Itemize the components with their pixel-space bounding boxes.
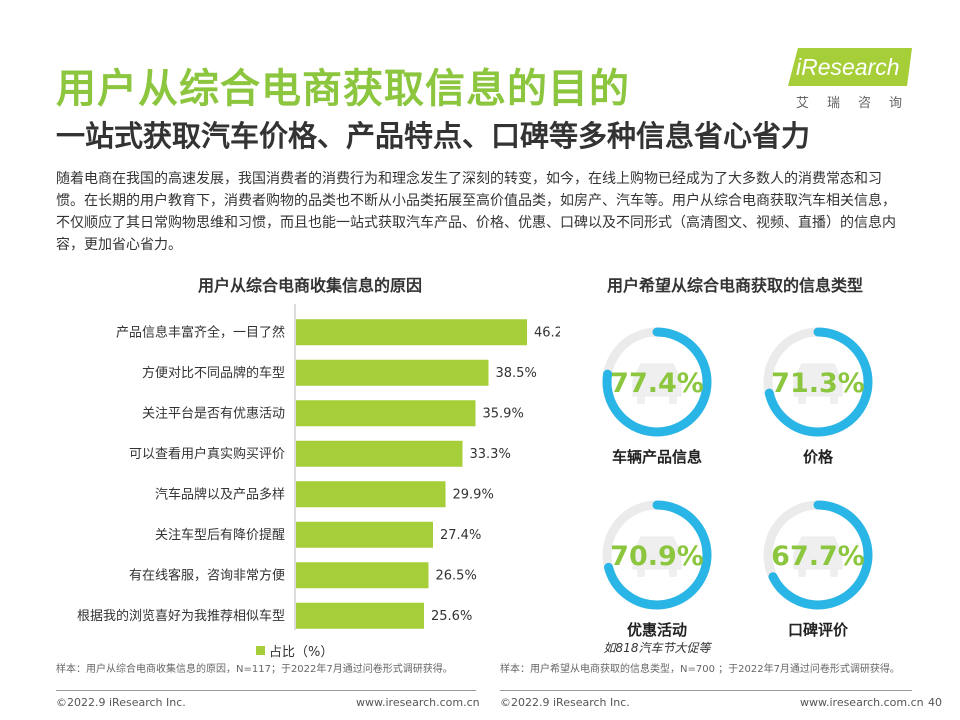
bar-chart-legend: 占比（%） (256, 641, 333, 660)
legend-label: 占比（%） (269, 645, 334, 660)
bar (296, 562, 429, 589)
ring-value-label: 67.7% (771, 541, 865, 572)
footer-url-left: www.iresearch.com.cn (356, 696, 480, 709)
logo-text: iResearch (796, 54, 900, 80)
bar-category-label: 方便对比不同品牌的车型 (142, 365, 285, 381)
bar-category-label: 关注平台是否有优惠活动 (142, 406, 285, 421)
ring-value-label: 77.4% (610, 368, 704, 399)
car-icon (632, 536, 682, 577)
bar-value-label: 38.5% (496, 366, 537, 381)
ring-category-label: 口碑评价 (788, 621, 849, 639)
bar (296, 602, 424, 629)
page-subtitle: 一站式获取汽车价格、产品特点、口碑等多种信息省心省力 (56, 119, 811, 153)
bar-value-label: 25.6% (431, 609, 472, 624)
footer-divider-right (500, 690, 912, 691)
car-icon (793, 536, 843, 577)
car-icon (793, 363, 843, 404)
bar-value-label: 27.4% (440, 528, 481, 543)
ring-value-label: 70.9% (610, 541, 704, 572)
bar-chart-title: 用户从综合电商收集信息的原因 (197, 276, 422, 295)
ring-item: 77.4% 车辆产品信息 (602, 327, 712, 466)
bar-value-label: 46.2% (534, 325, 560, 340)
ring-arc (763, 500, 873, 610)
bar-value-label: 33.3% (470, 447, 511, 462)
bar-category-label: 关注车型后有降价提醒 (155, 527, 285, 543)
logo-subtext: 艾瑞咨询 (796, 96, 921, 111)
ring-item: 71.3% 价格 (763, 327, 873, 466)
ring-chart-title: 用户希望从综合电商获取的信息类型 (606, 276, 863, 295)
intro-paragraph: 随着电商在我国的高速发展，我国消费者的消费行为和理念发生了深刻的转变，如今，在线… (56, 171, 896, 253)
bar (296, 440, 463, 467)
bar-value-label: 29.9% (453, 487, 494, 502)
ring-item: 67.7% 口碑评价 (763, 500, 873, 639)
ring-category-label: 价格 (803, 448, 834, 466)
ring-arc (763, 327, 873, 437)
bar-category-label: 汽车品牌以及产品多样 (155, 486, 285, 502)
bar (296, 400, 476, 427)
sample-note-left: 样本：用户从综合电商收集信息的原因，N=117；于2022年7月通过问卷形式调研… (56, 664, 453, 675)
bar-value-label: 26.5% (436, 568, 477, 583)
bar (296, 481, 446, 508)
bar-value-label: 35.9% (483, 406, 524, 421)
ring-value-label: 71.3% (771, 368, 865, 399)
page-number: 40 (928, 696, 942, 709)
ring-arc (602, 327, 712, 437)
bar-chart: 产品信息丰富齐全，一目了然 46.2% 方便对比不同品牌的车型 38.5% 关注平台是否… (77, 304, 560, 630)
footer-copyright-right: ©2022.9 iResearch Inc. (500, 696, 630, 709)
bar-category-label: 根据我的浏览喜好为我推荐相似车型 (77, 608, 285, 624)
ring-caption: 如818汽车节大促等 (604, 641, 713, 655)
page-title: 用户从综合电商获取信息的目的 (56, 66, 630, 112)
bar-category-label: 有在线客服，咨询非常方便 (129, 567, 285, 583)
bar-category-label: 可以查看用户真实购买评价 (129, 446, 285, 462)
bar (296, 319, 527, 346)
car-icon (632, 363, 682, 404)
bar (296, 359, 489, 386)
legend-swatch (256, 646, 265, 655)
logo-background (788, 48, 912, 86)
bar (296, 521, 433, 548)
sample-note-right: 样本：用户希望从电商获取的信息类型，N=700 ；于2022年7月通过问卷形式调… (500, 664, 900, 675)
ring-category-label: 车辆产品信息 (612, 448, 702, 466)
bar-category-label: 产品信息丰富齐全，一目了然 (116, 324, 285, 340)
footer-copyright-left: ©2022.9 iResearch Inc. (56, 696, 186, 709)
footer-url-right: www.iresearch.com.cn (800, 696, 924, 709)
iresearch-logo: iResearch 艾瑞咨询 (788, 48, 912, 118)
footer-divider-left (56, 690, 476, 691)
ring-category-label: 优惠活动 (627, 621, 687, 639)
ring-arc (602, 500, 712, 610)
